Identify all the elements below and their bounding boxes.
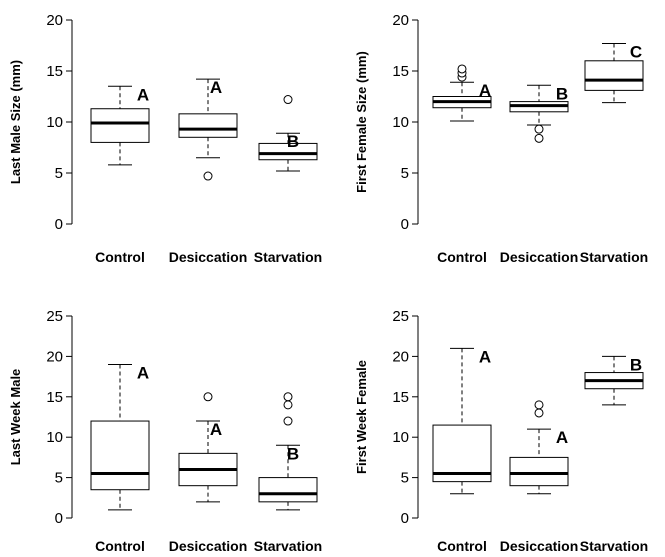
- x-category-label: Control: [437, 249, 487, 265]
- y-tick-label: 25: [46, 308, 63, 325]
- significance-letter: A: [210, 420, 222, 439]
- y-tick-label: 20: [392, 12, 409, 29]
- y-tick-label: 15: [392, 389, 409, 406]
- outlier-point: [457, 64, 467, 74]
- x-category-label: Desiccation: [500, 249, 579, 265]
- x-category-label: Desiccation: [169, 538, 248, 554]
- y-tick-label: 0: [401, 510, 409, 527]
- x-category-label: Control: [95, 249, 145, 265]
- significance-letter: A: [479, 347, 491, 366]
- y-tick-label: 10: [392, 114, 409, 131]
- y-tick-label: 10: [46, 429, 63, 446]
- iqr-box: [178, 113, 238, 138]
- y-axis-label: First Week Female: [354, 360, 369, 474]
- significance-letter: A: [210, 78, 222, 97]
- significance-letter: A: [137, 363, 149, 382]
- y-tick-label: 10: [46, 114, 63, 131]
- iqr-box: [258, 142, 318, 161]
- y-tick-label: 15: [46, 63, 63, 80]
- outlier-point: [534, 133, 544, 143]
- y-tick-label: 10: [392, 429, 409, 446]
- y-tick-label: 0: [55, 216, 63, 233]
- outlier-point: [534, 400, 544, 410]
- x-category-label: Desiccation: [500, 538, 579, 554]
- significance-letter: C: [630, 42, 642, 61]
- x-category-label: Desiccation: [169, 249, 248, 265]
- outlier-point: [534, 408, 544, 418]
- y-tick-label: 5: [55, 165, 63, 182]
- outlier-point: [534, 124, 544, 134]
- y-tick-label: 5: [401, 470, 409, 487]
- x-category-label: Starvation: [254, 538, 322, 554]
- outlier-point: [203, 392, 213, 402]
- iqr-box: [90, 108, 150, 143]
- y-tick-label: 20: [46, 348, 63, 365]
- x-category-label: Control: [95, 538, 145, 554]
- y-tick-label: 20: [46, 12, 63, 29]
- y-tick-label: 0: [55, 510, 63, 527]
- y-tick-label: 25: [392, 308, 409, 325]
- y-axis-label: First Female Size (mm): [354, 51, 369, 193]
- x-category-label: Starvation: [580, 538, 648, 554]
- y-tick-label: 15: [392, 63, 409, 80]
- y-tick-label: 5: [55, 470, 63, 487]
- outlier-point: [283, 95, 293, 105]
- significance-letter: B: [287, 132, 299, 151]
- significance-letter: B: [556, 84, 568, 103]
- y-tick-label: 15: [46, 389, 63, 406]
- iqr-box: [90, 420, 150, 491]
- significance-letter: A: [479, 81, 491, 100]
- y-tick-label: 5: [401, 165, 409, 182]
- significance-letter: A: [556, 428, 568, 447]
- significance-letter: B: [287, 444, 299, 463]
- y-axis-label: Last Week Male: [8, 369, 23, 466]
- significance-letter: B: [630, 355, 642, 374]
- outlier-point: [283, 400, 293, 410]
- outlier-point: [203, 171, 213, 181]
- y-tick-label: 0: [401, 216, 409, 233]
- outlier-point: [283, 392, 293, 402]
- iqr-box: [584, 60, 644, 91]
- significance-letter: A: [137, 85, 149, 104]
- iqr-box: [509, 456, 569, 487]
- x-category-label: Starvation: [254, 249, 322, 265]
- y-tick-label: 20: [392, 348, 409, 365]
- x-category-label: Starvation: [580, 249, 648, 265]
- x-category-label: Control: [437, 538, 487, 554]
- iqr-box: [258, 477, 318, 503]
- y-axis-label: Last Male Size (mm): [8, 60, 23, 184]
- outlier-point: [283, 416, 293, 426]
